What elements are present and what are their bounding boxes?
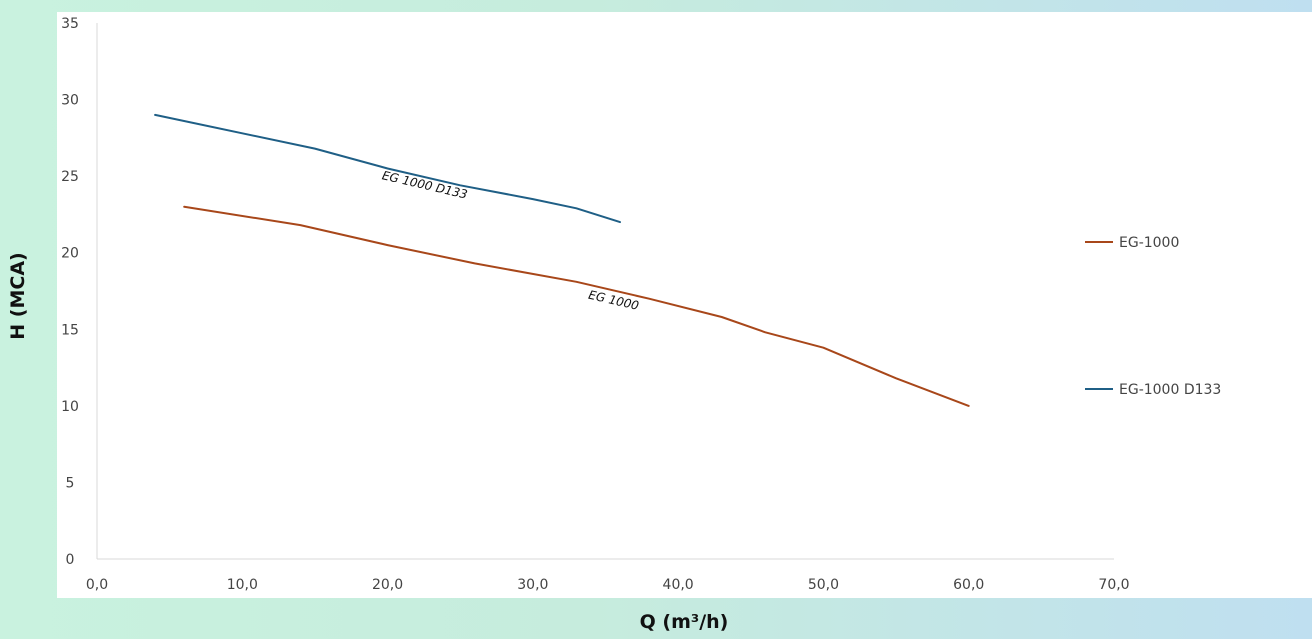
legend-label: EG-1000 xyxy=(1119,235,1179,251)
legend: EG-1000 EG-1000 D133 xyxy=(1085,235,1221,398)
plot-area xyxy=(57,12,1312,598)
y-tick-label: 30 xyxy=(61,93,79,109)
x-tick-label: 20,0 xyxy=(372,577,403,593)
y-tick-label: 5 xyxy=(66,475,75,491)
x-tick-label: 10,0 xyxy=(227,577,258,593)
legend-label: EG-1000 D133 xyxy=(1119,382,1221,398)
series-annotation-2: EG 1000 D133 xyxy=(381,168,469,201)
y-tick-label: 20 xyxy=(61,246,79,262)
series-line-1 xyxy=(183,205,970,407)
axes: 0,0 10,0 20,0 30,0 40,0 50,0 60,0 70,0 0 5 10 15 20 2… xyxy=(61,16,1130,593)
y-tick-label: 15 xyxy=(61,322,79,338)
y-tick-label: 25 xyxy=(61,169,79,185)
x-tick-label: 50,0 xyxy=(808,577,839,593)
x-tick-label: 0,0 xyxy=(86,577,108,593)
x-tick-label: 70,0 xyxy=(1098,577,1129,593)
x-tick-label: 40,0 xyxy=(663,577,694,593)
x-tick-label: 30,0 xyxy=(517,577,548,593)
x-axis-title: Q (m³/h) xyxy=(639,611,729,633)
y-tick-label: 35 xyxy=(61,16,79,32)
series-line-2 xyxy=(154,113,621,224)
x-tick-label: 60,0 xyxy=(953,577,984,593)
y-tick-label: 0 xyxy=(66,552,75,568)
y-axis-title: H (MCA) xyxy=(7,252,29,340)
y-tick-label: 10 xyxy=(61,399,79,415)
